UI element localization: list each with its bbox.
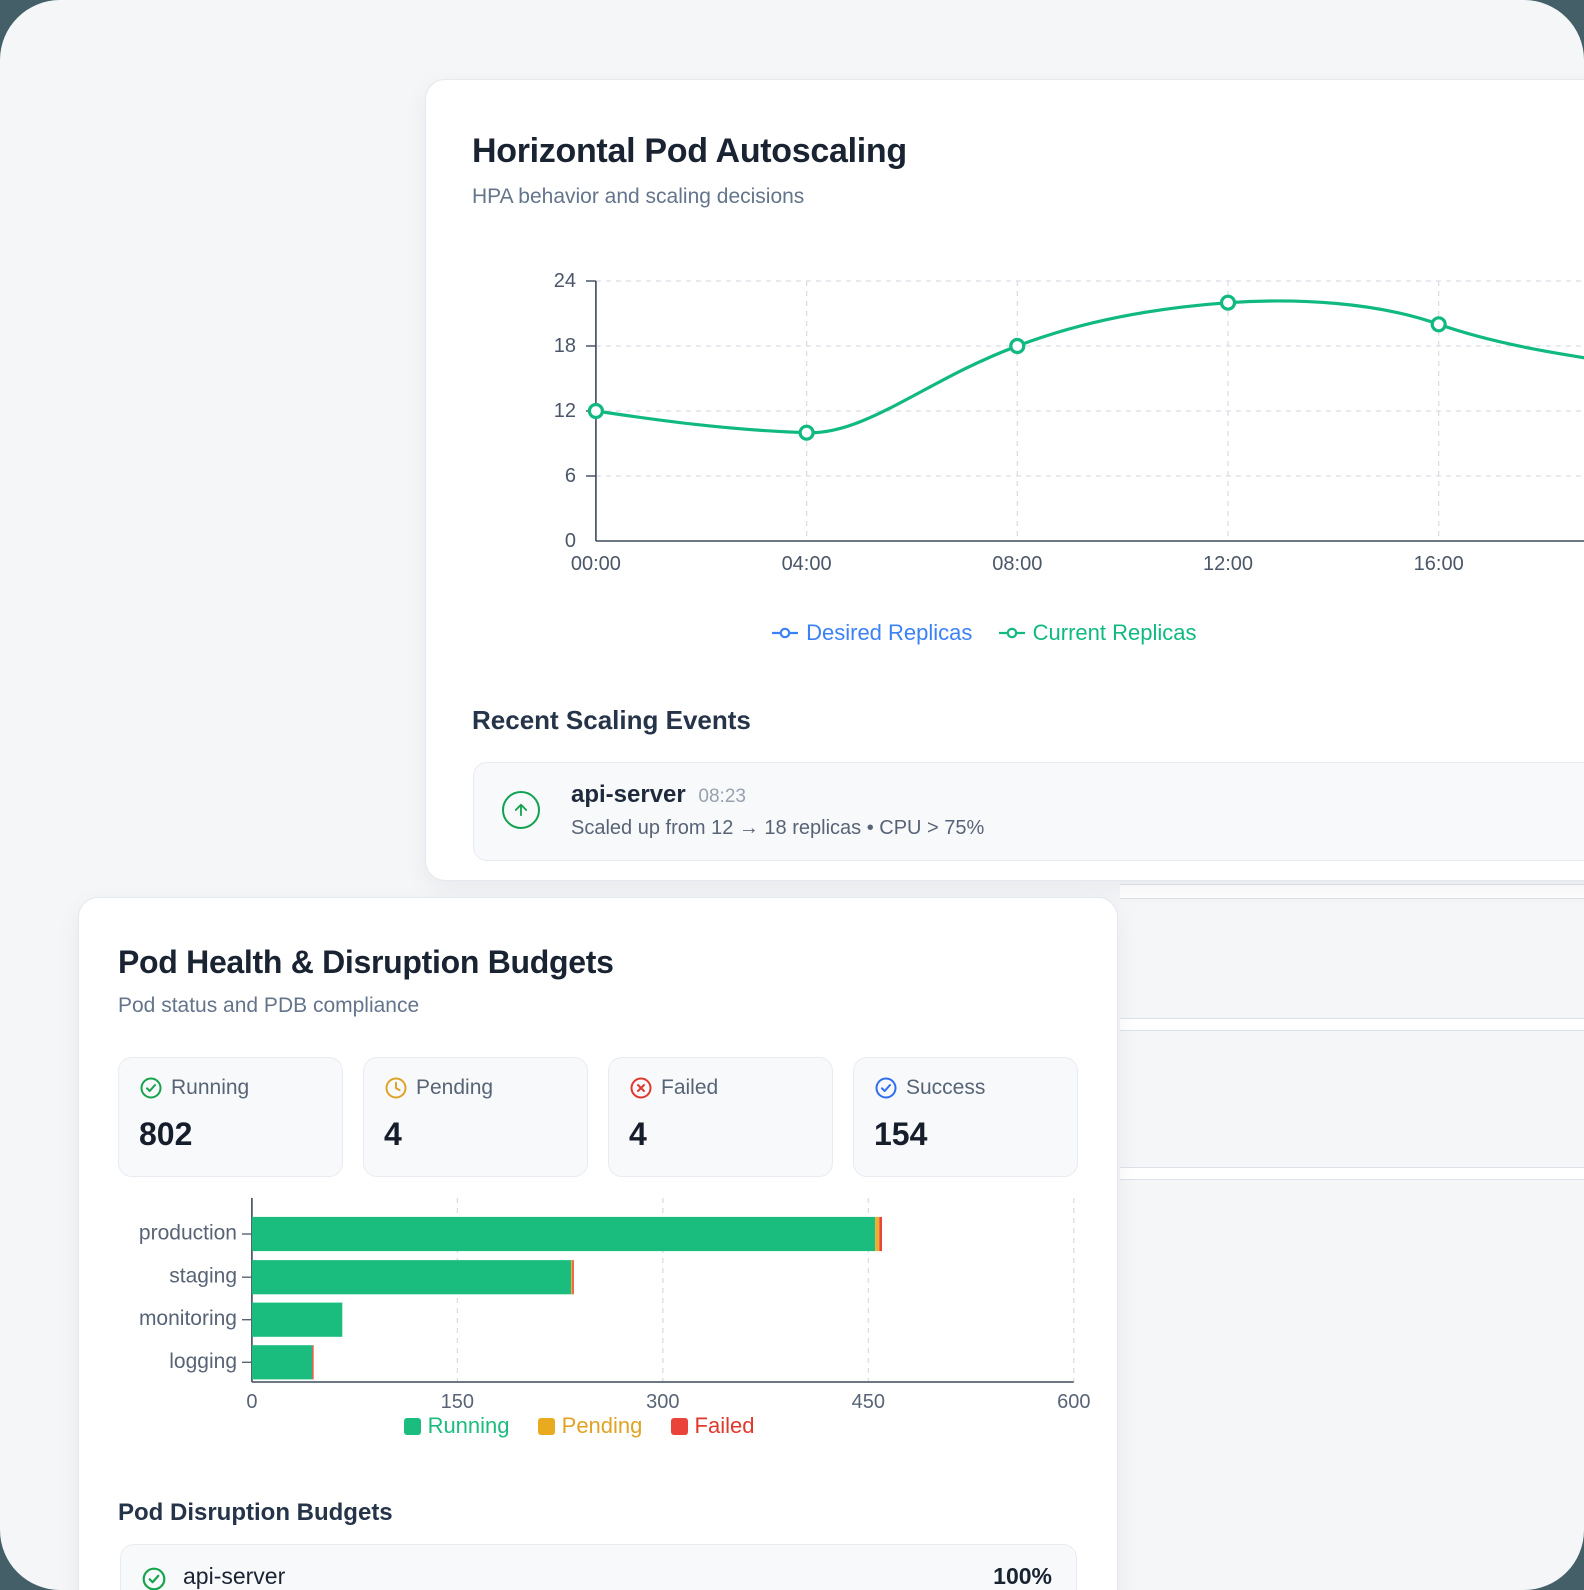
svg-text:00:00: 00:00 [571,553,621,575]
svg-text:18: 18 [554,335,576,357]
svg-text:300: 300 [646,1391,679,1413]
svg-text:logging: logging [169,1350,237,1373]
svg-text:0: 0 [565,530,576,552]
svg-text:12:00: 12:00 [1203,553,1253,575]
svg-text:08:00: 08:00 [992,553,1042,575]
svg-text:production: production [139,1222,237,1245]
svg-text:24: 24 [554,270,576,292]
svg-text:04:00: 04:00 [782,553,832,575]
svg-text:12: 12 [554,400,576,422]
svg-text:monitoring: monitoring [139,1307,237,1330]
svg-text:16:00: 16:00 [1414,553,1464,575]
svg-text:600: 600 [1057,1391,1090,1413]
svg-text:staging: staging [169,1265,237,1288]
svg-text:450: 450 [852,1391,885,1413]
svg-text:6: 6 [565,465,576,487]
svg-text:0: 0 [246,1391,257,1413]
svg-text:150: 150 [441,1391,474,1413]
